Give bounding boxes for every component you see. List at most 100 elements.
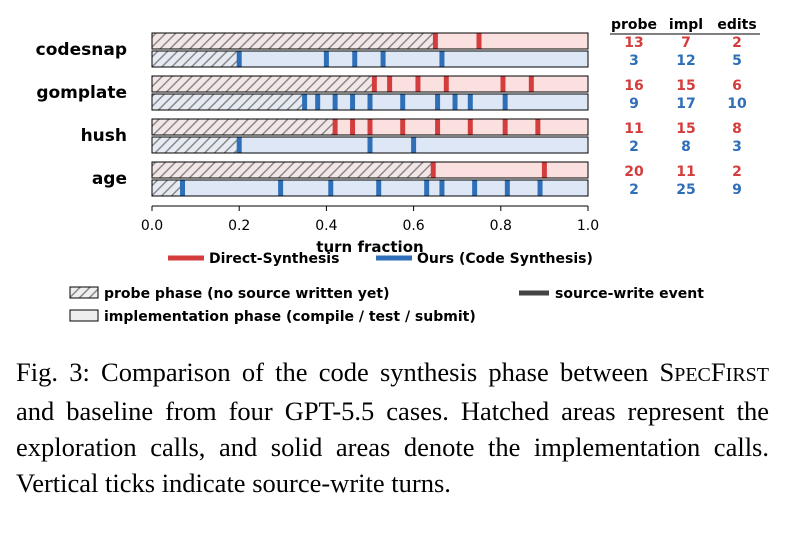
column-header-impl: impl (669, 17, 703, 33)
ours-probe-segment (152, 94, 305, 110)
caption-suffix: and baseline from four GPT-5.5 cases. Ha… (16, 396, 769, 498)
caption-name-pec: PEC (674, 364, 711, 386)
ours-impl-count: 8 (681, 139, 691, 155)
ours-write-tick (467, 94, 473, 110)
ours-bar-outline (151, 136, 589, 154)
ours-impl-segment (182, 180, 588, 196)
ours-write-tick (435, 94, 441, 110)
direct-write-tick (502, 119, 508, 135)
stats-table: 13 7 2 3 12 5 16 15 6 9 17 10 11 15 8 2 8 3 20 11 2 2 25 9 (624, 35, 747, 198)
ours-write-tick (411, 137, 417, 153)
ours-write-tick (180, 180, 186, 196)
ours-impl-count: 17 (676, 96, 695, 112)
case-row-gomplate: gomplate (36, 75, 589, 111)
direct-impl-segment (335, 119, 588, 135)
ours-impl-segment (304, 94, 588, 110)
direct-impl-count: 15 (676, 78, 695, 94)
x-axis: 0.0 0.2 0.4 0.6 0.8 1.0 (141, 205, 599, 234)
caption-prefix: Fig. 3: Comparison of the code synthesis… (16, 357, 660, 387)
direct-impl-count: 11 (676, 164, 695, 180)
ours-probe-count: 2 (629, 182, 639, 198)
ours-probe-segment (152, 137, 240, 153)
direct-write-tick (500, 76, 506, 92)
ours-edits-count: 5 (732, 53, 742, 69)
legend-write-label: source-write event (555, 286, 704, 302)
ours-write-tick (236, 51, 242, 67)
direct-impl-count: 15 (676, 121, 695, 137)
ours-write-tick (332, 94, 338, 110)
direct-write-tick (332, 119, 338, 135)
direct-probe-segment (152, 162, 434, 178)
ours-probe-count: 3 (629, 53, 639, 69)
caption-name-s: S (659, 357, 675, 387)
direct-write-tick (432, 33, 438, 49)
case-row-age: age (92, 161, 589, 197)
direct-bar-outline (151, 75, 589, 93)
ours-impl-count: 12 (676, 53, 695, 69)
direct-write-tick (467, 119, 473, 135)
caption-name-f: F (710, 357, 726, 387)
direct-edits-count: 2 (732, 35, 742, 51)
direct-write-tick (443, 76, 449, 92)
direct-bar-outline (151, 161, 589, 179)
x-tick-label: 0.8 (490, 218, 512, 234)
case-row-codesnap: codesnap (36, 32, 589, 68)
x-tick-label: 0.0 (141, 218, 163, 234)
direct-impl-count: 7 (681, 35, 691, 51)
legend-direct-label: Direct-Synthesis (209, 251, 339, 267)
direct-probe-count: 11 (624, 121, 643, 137)
ours-write-tick (424, 180, 430, 196)
ours-write-tick (367, 137, 373, 153)
ours-write-tick (376, 180, 382, 196)
direct-write-tick (535, 119, 541, 135)
ours-write-tick (236, 137, 242, 153)
case-label: hush (81, 126, 127, 146)
ours-write-tick (352, 51, 358, 67)
column-header-edits: edits (717, 17, 756, 33)
caption-name-irst: IRST (725, 364, 769, 386)
direct-probe-segment (152, 76, 375, 92)
direct-probe-segment (152, 119, 336, 135)
direct-edits-count: 6 (732, 78, 742, 94)
ours-write-tick (380, 51, 386, 67)
ours-impl-segment (239, 51, 588, 67)
ours-write-tick (452, 94, 458, 110)
direct-probe-count: 13 (624, 35, 643, 51)
direct-write-tick (387, 76, 393, 92)
ours-write-tick (537, 180, 543, 196)
ours-probe-count: 9 (629, 96, 639, 112)
direct-write-tick (476, 33, 482, 49)
ours-edits-count: 9 (732, 182, 742, 198)
legend-probe-label: probe phase (no source written yet) (104, 286, 390, 302)
x-tick-label: 0.4 (315, 218, 337, 234)
x-tick-label: 1.0 (577, 218, 599, 234)
case-label: age (92, 169, 127, 189)
direct-impl-segment (433, 162, 588, 178)
x-tick-label: 0.2 (228, 218, 250, 234)
ours-edits-count: 3 (732, 139, 742, 155)
direct-probe-count: 20 (624, 164, 644, 180)
ours-write-tick (400, 94, 406, 110)
column-header-probe: probe (611, 17, 657, 33)
direct-bar-outline (151, 32, 589, 50)
ours-probe-segment (152, 51, 240, 67)
direct-probe-segment (152, 33, 436, 49)
direct-edits-count: 8 (732, 121, 742, 137)
ours-bar-outline (151, 179, 589, 197)
ours-write-tick (504, 180, 510, 196)
ours-bar-outline (151, 50, 589, 68)
direct-write-tick (541, 162, 547, 178)
direct-write-tick (435, 119, 441, 135)
ours-probe-count: 2 (629, 139, 639, 155)
direct-write-tick (371, 76, 377, 92)
ours-probe-segment (152, 180, 183, 196)
direct-write-tick (367, 119, 373, 135)
direct-edits-count: 2 (732, 164, 742, 180)
figure-caption: Fig. 3: Comparison of the code synthesis… (16, 354, 769, 501)
ours-bar-outline (151, 93, 589, 111)
direct-probe-count: 16 (624, 78, 643, 94)
ours-write-tick (472, 180, 478, 196)
direct-impl-segment (435, 33, 588, 49)
ours-write-tick (439, 180, 445, 196)
ours-write-tick (278, 180, 284, 196)
